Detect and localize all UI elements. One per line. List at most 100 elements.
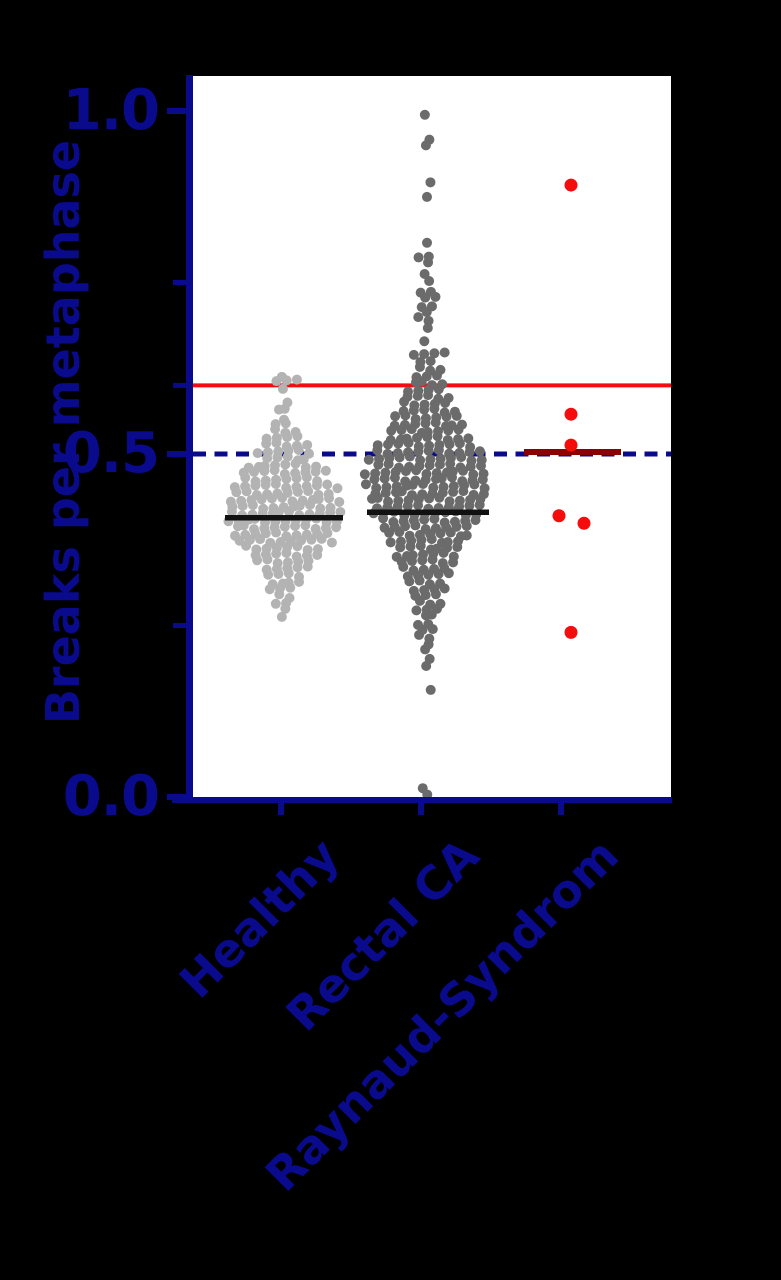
scatter-dot [237, 500, 248, 511]
scatter-dot [393, 438, 404, 449]
scatter-dot [451, 410, 462, 421]
scatter-dot [408, 349, 419, 360]
scatter-dot [456, 452, 467, 463]
scatter-dot [331, 522, 342, 533]
scatter-dot [423, 257, 434, 268]
scatter-dot [302, 561, 313, 572]
scatter-dot [271, 548, 282, 559]
scatter-dot [312, 549, 323, 560]
scatter-dot [420, 418, 431, 429]
scatter-dot [465, 461, 476, 472]
scatter-dot [291, 473, 302, 484]
scatter-dot [324, 493, 335, 504]
scatter-dot [429, 403, 440, 414]
scatter-dot [433, 568, 444, 579]
scatter-dot [423, 569, 434, 580]
scatter-dot [407, 556, 418, 567]
y-axis-spine [186, 75, 193, 803]
scatter-dot [400, 466, 411, 477]
scatter-dot [426, 534, 437, 545]
scatter-dot [359, 469, 370, 480]
scatter-dot [390, 411, 401, 422]
scatter-dot [290, 520, 301, 531]
scatter-dot [430, 417, 441, 428]
scatter-dot [320, 465, 331, 476]
scatter-dot [276, 611, 287, 622]
scatter-dot [407, 479, 418, 490]
y-major-tick [167, 794, 186, 800]
scatter-dot [285, 582, 296, 593]
scatter-dot [281, 473, 292, 484]
scatter-dot [431, 370, 442, 381]
scatter-dot [255, 534, 266, 545]
scatter-dot [424, 276, 435, 287]
scatter-dot [302, 439, 313, 450]
scatter-dot [435, 528, 446, 539]
scatter-dot [369, 474, 380, 485]
scatter-dot [252, 555, 263, 566]
scatter-dot [281, 547, 292, 558]
y-tick-label: 0.0 [62, 764, 160, 829]
scatter-dot [439, 347, 450, 358]
scatter-dot [458, 486, 469, 497]
scatter-dot [385, 537, 396, 548]
scatter-dot [378, 513, 389, 524]
scatter-dot [270, 478, 281, 489]
scatter-dot [394, 452, 405, 463]
scatter-dot [429, 513, 440, 524]
scatter-dot [335, 506, 346, 517]
scatter-dot [290, 458, 301, 469]
scatter-dot [303, 486, 314, 497]
scatter-dot [384, 527, 395, 538]
scatter-dot [424, 493, 435, 504]
scatter-dot [415, 540, 426, 551]
scatter-dot [433, 444, 444, 455]
scatter-dot [414, 595, 425, 606]
scatter-dot [461, 530, 472, 541]
y-minor-tick [173, 280, 186, 285]
scatter-dot [231, 487, 242, 498]
scatter-dot [293, 444, 304, 455]
scatter-dot [241, 486, 252, 497]
scatter-dot [424, 460, 435, 471]
scatter-dot [277, 492, 288, 503]
scatter-dot [274, 589, 285, 600]
scatter-dot [445, 458, 456, 469]
scatter-dot [444, 439, 455, 450]
x-tick [418, 803, 424, 815]
scatter-dot [422, 323, 433, 334]
scatter-dot [292, 486, 303, 497]
y-minor-tick [173, 382, 186, 388]
scatter-dot [448, 486, 459, 497]
scatter-dot [260, 479, 271, 490]
scatter-dot [326, 537, 337, 548]
scatter-dot [284, 506, 295, 517]
scatter-dot [266, 493, 277, 504]
scatter-dot [464, 447, 475, 458]
scatter-dot [417, 555, 428, 566]
scatter-dot [262, 554, 273, 565]
scatter-dot [439, 583, 450, 594]
scatter-dot [264, 584, 275, 595]
scatter-dot [419, 514, 430, 525]
scatter-dot [269, 465, 280, 476]
scatter-dot [445, 527, 456, 538]
scatter-dot [412, 432, 423, 443]
scatter-dot [283, 568, 294, 579]
scatter-dot [313, 494, 324, 505]
scatter-dot [463, 433, 474, 444]
scatter-dot [434, 459, 445, 470]
scatter-dot [427, 624, 438, 635]
scatter-dot [383, 458, 394, 469]
scatter-dot [280, 603, 291, 614]
scatter-dot [423, 390, 434, 401]
scatter-dot [256, 494, 267, 505]
scatter-dot [443, 425, 454, 436]
scatter-dot [420, 644, 431, 655]
scatter-dot [419, 109, 430, 120]
scatter-dot [380, 487, 391, 498]
scatter-dot [420, 140, 431, 151]
scatter-dot [294, 576, 305, 587]
scatter-dot [400, 410, 411, 421]
